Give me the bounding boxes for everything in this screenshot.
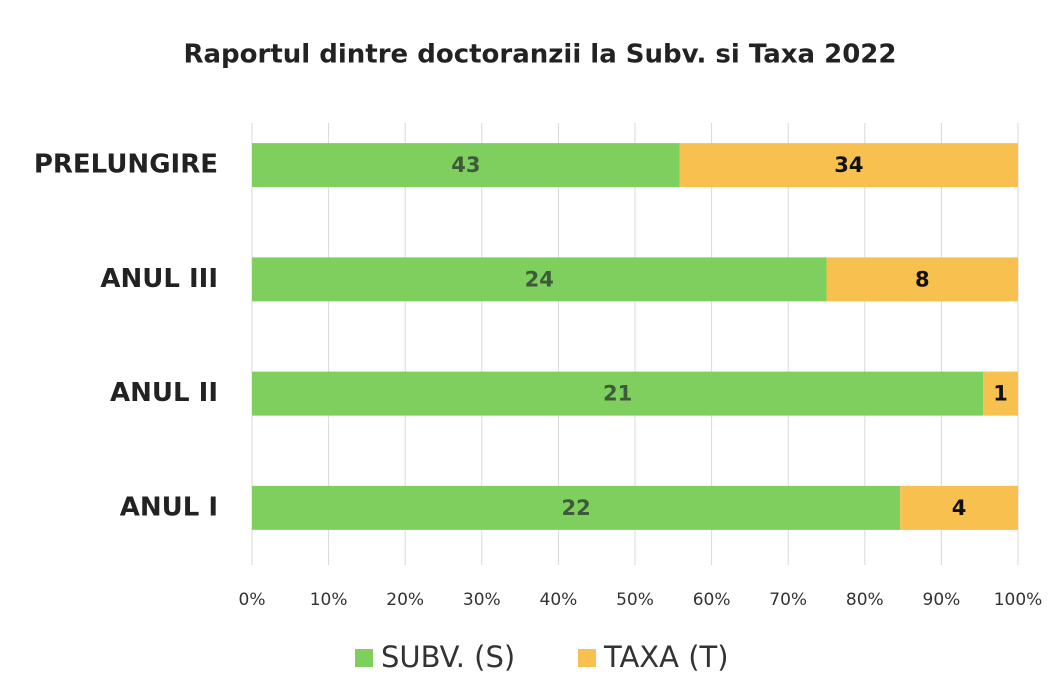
x-tick-label: 40% xyxy=(540,590,578,610)
legend-label: TAXA (T) xyxy=(603,640,729,674)
bar-segment xyxy=(252,371,984,416)
data-label: 1 xyxy=(993,382,1008,406)
y-tick-label: ANUL III xyxy=(100,264,218,294)
x-tick-label: 60% xyxy=(693,590,731,610)
data-label: 43 xyxy=(451,153,480,177)
x-tick-label: 80% xyxy=(846,590,884,610)
bar-segment xyxy=(252,485,901,530)
x-tick-label: 90% xyxy=(923,590,961,610)
y-tick-label: ANUL II xyxy=(110,378,218,408)
y-tick-label: PRELUNGIRE xyxy=(34,150,218,180)
x-tick-label: 0% xyxy=(239,590,266,610)
x-tick-label: 10% xyxy=(310,590,348,610)
data-label: 34 xyxy=(834,153,863,177)
legend-swatch xyxy=(355,649,373,667)
data-label: 24 xyxy=(525,267,554,291)
bar-segment xyxy=(252,143,680,188)
x-tick-label: 50% xyxy=(616,590,654,610)
bar-segment xyxy=(826,257,1018,302)
legend-label: SUBV. (S) xyxy=(381,640,515,674)
x-tick-label: 70% xyxy=(769,590,807,610)
data-label: 21 xyxy=(603,382,632,406)
data-label: 8 xyxy=(915,267,930,291)
y-tick-label: ANUL I xyxy=(120,492,218,522)
x-tick-label: 30% xyxy=(463,590,501,610)
bar-segment xyxy=(900,485,1018,530)
bar-segment xyxy=(983,371,1018,416)
x-tick-label: 20% xyxy=(386,590,424,610)
data-label: 4 xyxy=(952,496,967,520)
chart-title: Raportul dintre doctoranzii la Subv. si … xyxy=(183,40,896,70)
data-label: 22 xyxy=(561,496,590,520)
x-tick-label: 100% xyxy=(994,590,1043,610)
legend-swatch xyxy=(578,649,596,667)
bar-segment xyxy=(252,257,827,302)
bar-segment xyxy=(679,143,1018,188)
